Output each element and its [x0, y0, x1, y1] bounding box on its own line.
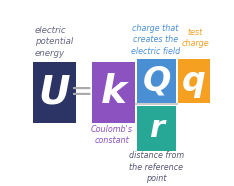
- FancyBboxPatch shape: [33, 62, 77, 123]
- Text: electric
potential
energy: electric potential energy: [35, 26, 73, 58]
- FancyBboxPatch shape: [178, 59, 210, 103]
- Text: distance from
the reference
point: distance from the reference point: [129, 151, 184, 183]
- Text: Coulomb's
constant: Coulomb's constant: [91, 125, 133, 145]
- Text: k: k: [101, 73, 127, 111]
- Text: test
charge: test charge: [181, 28, 209, 49]
- Text: r: r: [149, 114, 164, 143]
- Text: charge that
creates the
electric field: charge that creates the electric field: [131, 24, 180, 56]
- FancyBboxPatch shape: [137, 59, 176, 103]
- FancyBboxPatch shape: [92, 62, 135, 123]
- Text: q: q: [182, 65, 206, 97]
- FancyBboxPatch shape: [137, 106, 176, 150]
- Text: U: U: [39, 73, 70, 111]
- Text: Q: Q: [143, 65, 171, 97]
- Text: =: =: [70, 78, 94, 106]
